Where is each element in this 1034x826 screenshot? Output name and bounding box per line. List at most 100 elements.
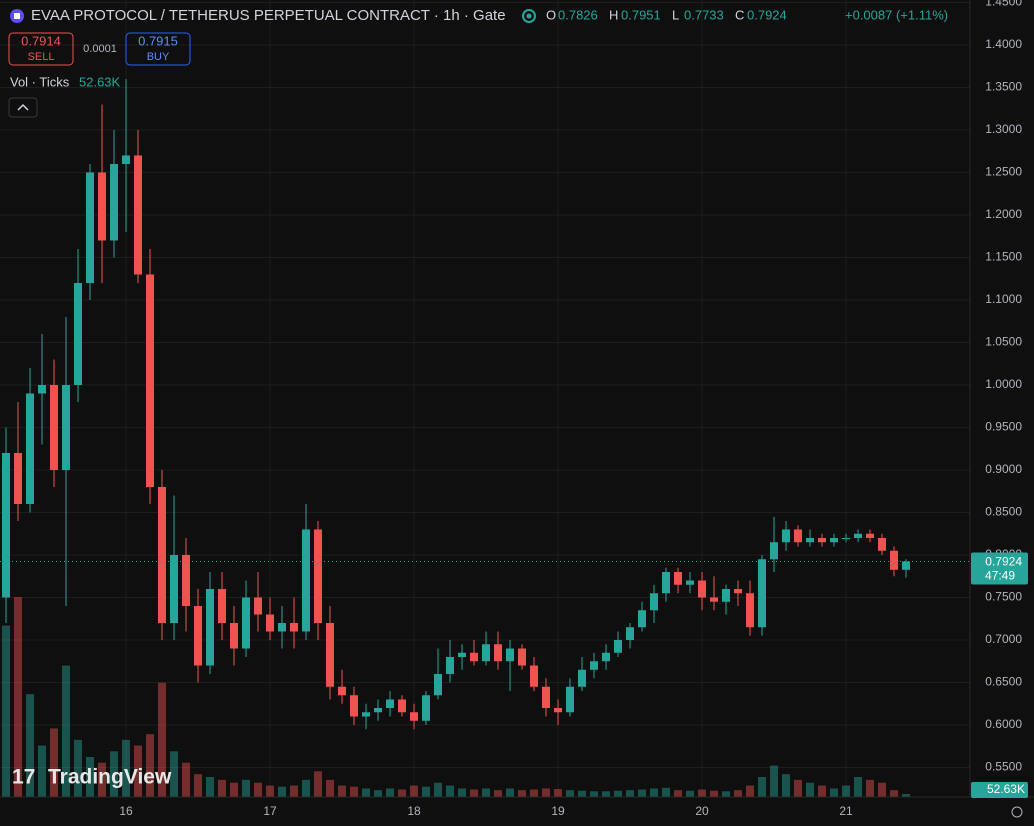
candle-body — [506, 648, 514, 662]
buy-button[interactable] — [125, 32, 191, 66]
ohlc-name: H — [609, 7, 618, 22]
volume-bar — [482, 788, 490, 797]
candle-body — [398, 699, 406, 713]
volume-bar — [854, 777, 862, 797]
volume-bar — [902, 793, 910, 797]
volume-bar — [374, 790, 382, 797]
y-tick-label: 1.3500 — [985, 80, 1022, 94]
volume-legend: Vol · Ticks — [10, 74, 70, 89]
volume-bar — [218, 779, 226, 797]
candle-body — [650, 593, 658, 611]
candle-body — [542, 686, 550, 709]
ohlc-legend: O 0.7826 H 0.7951 L 0.7733 C 0.7924 — [546, 7, 787, 22]
volume-bar — [818, 785, 826, 797]
candle-body — [494, 644, 502, 662]
y-tick-label: 1.0000 — [985, 377, 1022, 391]
volume-bar — [638, 789, 646, 797]
x-tick-label: 19 — [551, 804, 565, 818]
volume-bar — [314, 771, 322, 797]
volume-bar — [422, 786, 430, 797]
volume-bar — [506, 788, 514, 797]
volume-bar — [290, 785, 298, 797]
candle-body — [782, 529, 790, 543]
candle-body — [518, 648, 526, 666]
volume-bar — [134, 745, 142, 797]
candle-body — [242, 597, 250, 649]
y-tick-label: 1.4500 — [985, 0, 1022, 9]
volume-bar — [842, 785, 850, 797]
candle-body — [842, 537, 850, 539]
candle-body — [758, 559, 766, 628]
volume-bar — [746, 785, 754, 797]
volume-bar — [446, 785, 454, 797]
ohlc-value: 0.7924 — [747, 7, 787, 22]
volume-legend-value: 52.63K — [79, 74, 121, 89]
candle-body — [854, 533, 862, 538]
candle-body — [410, 712, 418, 721]
volume-bar — [254, 782, 262, 797]
candle-body — [230, 622, 238, 649]
candle-body — [482, 644, 490, 662]
volume-bar — [494, 790, 502, 797]
volume-bar — [518, 790, 526, 797]
volume-bar — [806, 782, 814, 797]
candle-body — [806, 537, 814, 543]
y-tick-label: 0.7500 — [985, 590, 1022, 604]
x-tick-label: 17 — [263, 804, 277, 818]
candle-body — [566, 686, 574, 713]
candle-body — [278, 622, 286, 632]
sell-button[interactable] — [8, 32, 74, 66]
volume-bar — [146, 734, 154, 797]
volume-bar — [614, 790, 622, 797]
candle-body — [86, 172, 94, 283]
y-tick-label: 1.2000 — [985, 207, 1022, 221]
settings-button[interactable] — [1011, 806, 1023, 818]
candle-body — [614, 639, 622, 653]
volume-bar — [554, 789, 562, 797]
candle-body — [902, 561, 910, 570]
candle-body — [218, 588, 226, 623]
candle-body — [350, 695, 358, 717]
volume-bar — [26, 694, 34, 797]
candle-body — [182, 554, 190, 606]
volume-bar — [566, 790, 574, 797]
y-tick-label: 1.2500 — [985, 165, 1022, 179]
candle-body — [254, 597, 262, 615]
volume-bar — [230, 782, 238, 797]
y-tick-label: 0.6000 — [985, 717, 1022, 731]
volume-bar — [266, 785, 274, 797]
collapse-button[interactable] — [8, 97, 38, 118]
ohlc-name: C — [735, 7, 744, 22]
volume-bar — [38, 745, 46, 797]
volume-bar — [626, 790, 634, 797]
candle-body — [14, 452, 22, 504]
volume-tag-label: 52.63K — [987, 782, 1025, 796]
y-tick-label: 0.7000 — [985, 632, 1022, 646]
candle-body — [302, 529, 310, 632]
candle-body — [422, 695, 430, 721]
candle-body — [326, 622, 334, 687]
volume-bar — [758, 777, 766, 797]
candle-body — [530, 665, 538, 687]
volume-bar — [590, 791, 598, 797]
candle-body — [122, 155, 130, 164]
candle-body — [470, 652, 478, 662]
volume-bar — [794, 779, 802, 797]
candle-body — [26, 393, 34, 504]
y-tick-label: 1.1500 — [985, 250, 1022, 264]
collapse-icon — [17, 103, 29, 111]
candle-body — [722, 588, 730, 602]
candle-body — [686, 580, 694, 585]
countdown: 47:49 — [985, 569, 1015, 583]
ohlc-value: 0.7951 — [621, 7, 661, 22]
x-tick-label: 18 — [407, 804, 421, 818]
candle-body — [794, 529, 802, 543]
volume-bar — [62, 665, 70, 797]
x-tick-label: 20 — [695, 804, 709, 818]
volume-bar — [650, 788, 658, 797]
status-dot — [522, 9, 536, 23]
